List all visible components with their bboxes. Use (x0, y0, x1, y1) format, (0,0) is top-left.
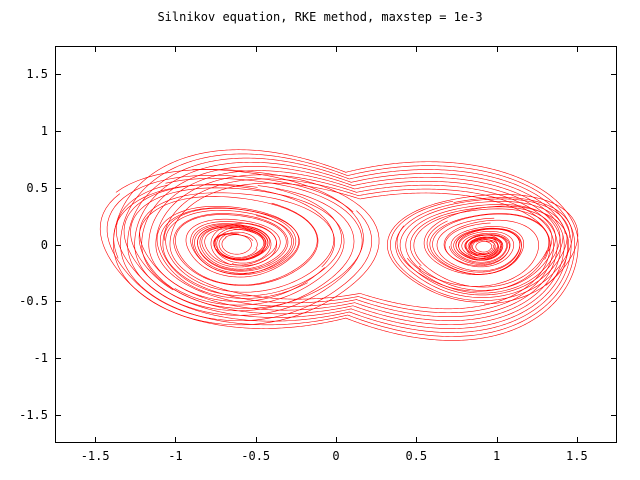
trajectory-right-lobe-scroll (432, 213, 550, 273)
trajectory-left-inner-loop (214, 225, 272, 264)
trajectory-left-lobe-shell (106, 175, 373, 322)
trajectory-right-inner-loop (469, 236, 499, 258)
plot-area (55, 46, 617, 443)
trajectory-right-lobe-shell (395, 198, 570, 298)
trajectory-outer-sweep (113, 149, 579, 341)
trajectory-outer-sweep (120, 153, 575, 337)
y-tick-label: 1.5 (26, 67, 48, 82)
y-tick-label: -1.5 (19, 407, 48, 422)
plot-background (55, 46, 617, 443)
trajectory-right-inner-loop (472, 238, 496, 255)
trajectory-right-lobe-shell (405, 204, 561, 294)
trajectory-left-inner-loop (210, 222, 277, 266)
x-tick-label: 1.5 (566, 449, 588, 463)
trajectory-left-lobe-scroll (156, 205, 308, 299)
x-tick-label: -1 (168, 449, 183, 463)
trajectory-left-inner-loop (221, 234, 252, 255)
trajectory-left-inner-loop (218, 231, 258, 258)
trajectory-right-inner-loop (475, 241, 493, 253)
x-tick-label: 1 (492, 449, 501, 463)
x-tick-label: -1.5 (80, 449, 110, 463)
page-title: Silnikov equation, RKE method, maxstep =… (157, 10, 483, 24)
trajectory-outer-sweep (127, 157, 572, 333)
trajectory-right-lobe-shell (413, 208, 553, 288)
trajectory-left-lobe-shell (99, 169, 380, 326)
x-tick-label: 0 (332, 449, 340, 463)
trajectory-outer-sweep (169, 182, 551, 310)
trajectory-right-inner-loop (465, 234, 503, 259)
trajectory-left-lobe-scroll (160, 188, 342, 297)
y-tick-label: -1 (33, 350, 48, 365)
trajectory-right-lobe-shell (409, 206, 556, 291)
trajectory-left-lobe-shell (115, 178, 363, 316)
trajectory-outer-sweep (162, 178, 555, 314)
trajectory-right-lobe-shell (399, 201, 566, 296)
trajectory-left-inner-loop (216, 229, 266, 261)
y-tick-label: 1 (40, 124, 48, 139)
x-tick-label: 0.5 (405, 449, 428, 463)
y-tick-label: 0 (40, 237, 48, 252)
trajectory-right-lobe-shell (386, 194, 579, 305)
y-tick-label: 0.5 (26, 180, 48, 195)
trajectory-outer-sweep (134, 161, 568, 329)
tick-marks (55, 46, 617, 443)
trajectory-left-lobe-scroll (113, 184, 335, 293)
trajectory-left-lobe-scroll (138, 169, 364, 309)
trajectory-left-lobe-scroll (173, 202, 319, 286)
trajectory-right-lobe-scroll (436, 217, 521, 272)
y-tick-label: -0.5 (19, 294, 48, 309)
phase-portrait-svg (55, 46, 617, 443)
trajectory-group (99, 149, 579, 341)
trajectory-right-lobe-shell (389, 197, 573, 301)
trajectory-left-lobe-shell (123, 184, 355, 312)
trajectory-left-lobe-shell (130, 187, 345, 306)
trajectory-left-lobe-shell (139, 192, 335, 302)
x-tick-label: -0.5 (241, 449, 271, 463)
trajectory-outer-sweep (148, 170, 561, 321)
trajectory-outer-sweep (155, 174, 558, 318)
